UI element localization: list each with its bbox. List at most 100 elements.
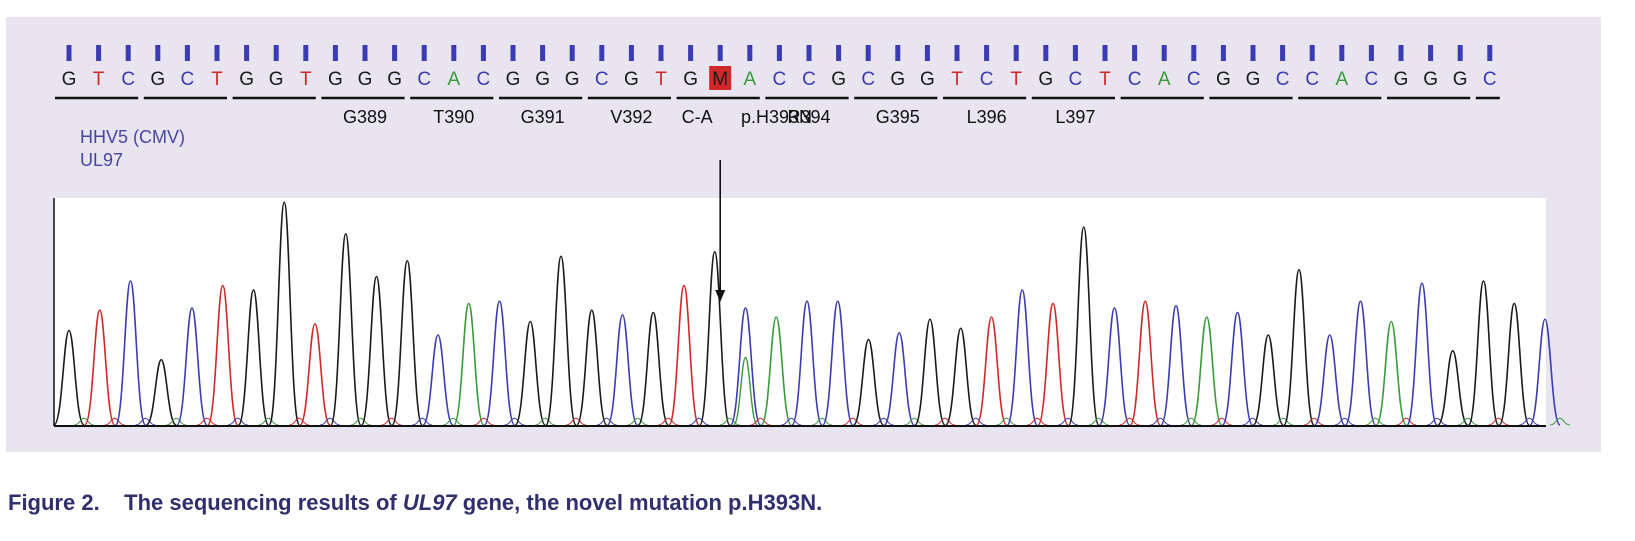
base-tick [1428, 45, 1434, 61]
trace-noise [412, 417, 433, 426]
base-tick [1161, 45, 1167, 61]
base-call: C [980, 69, 994, 90]
trace-peak [176, 307, 208, 426]
base-tick [895, 45, 901, 61]
base-call: C [121, 69, 135, 90]
base-call: C [861, 69, 875, 90]
base-tick [599, 45, 605, 61]
trace-peak [268, 201, 301, 426]
base-tick [1013, 45, 1019, 61]
trace-peak [668, 284, 700, 426]
mutation-arrow-head [715, 290, 726, 302]
base-call: T [211, 69, 223, 90]
codon-label: R394 [787, 107, 830, 127]
trace-noise [319, 417, 341, 426]
trace-peak [1529, 318, 1561, 426]
base-call: G [565, 69, 580, 90]
base-tick [806, 45, 812, 61]
base-call: C [1128, 69, 1142, 90]
trace-noise [1180, 417, 1202, 426]
trace-peak [852, 338, 885, 426]
base-call: A [743, 69, 756, 90]
base-tick [1102, 45, 1108, 61]
base-call: C [181, 69, 195, 90]
base-tick [1457, 45, 1463, 61]
caption-text-pre: The sequencing results of [124, 490, 397, 515]
trace-noise [1211, 417, 1232, 426]
base-call: G [683, 69, 698, 90]
base-tick [451, 45, 457, 61]
trace-peak [1313, 334, 1346, 426]
trace-peak [914, 318, 946, 426]
base-tick [717, 45, 723, 61]
trace-noise [1519, 417, 1540, 426]
trace-noise [934, 417, 956, 426]
trace-peak [1375, 320, 1408, 426]
gene-label-organism: HHV5 (CMV) [80, 127, 186, 147]
base-call: T [93, 69, 105, 90]
trace-noise [227, 417, 248, 426]
base-tick [1191, 45, 1197, 61]
trace-peak [1283, 268, 1315, 426]
gene-label: HHV5 (CMV) UL97 [80, 126, 185, 172]
trace-noise [442, 417, 464, 426]
trace-noise [1549, 417, 1571, 426]
base-call: T [655, 69, 667, 90]
base-tick [155, 45, 161, 61]
base-tick [125, 45, 131, 61]
base-call: G [1246, 69, 1261, 90]
trace-noise [1457, 417, 1478, 426]
trace-noise [719, 417, 740, 426]
base-call: T [1010, 69, 1022, 90]
chromatogram-plot-area [54, 198, 1546, 425]
mutation-protein-change: p.H393N [741, 107, 813, 127]
trace-peak [883, 331, 916, 426]
base-call: T [951, 69, 963, 90]
base-call: T [300, 69, 312, 90]
base-tick [776, 45, 782, 61]
base-tick [540, 45, 546, 61]
base-call: G [1394, 69, 1409, 90]
trace-noise [811, 417, 833, 426]
trace-noise [196, 417, 218, 426]
caption-figure-number: Figure 2. [8, 490, 100, 515]
trace-peak [1252, 334, 1285, 426]
trace-peak [1067, 226, 1100, 426]
trace-peak [791, 300, 823, 426]
trace-noise [535, 417, 556, 426]
trace-noise [904, 417, 925, 426]
trace-secondary-peak [732, 356, 759, 426]
trace-noise [1242, 417, 1263, 426]
base-call: G [328, 69, 343, 90]
base-tick [244, 45, 250, 61]
base-tick [66, 45, 72, 61]
base-tick [954, 45, 960, 61]
trace-noise [104, 417, 125, 426]
base-tick [273, 45, 279, 61]
base-tick [184, 45, 190, 61]
base-tick [836, 45, 842, 61]
trace-peak [237, 289, 270, 426]
figure-caption: Figure 2. The sequencing results of UL97… [8, 490, 822, 516]
base-tick [1339, 45, 1345, 61]
base-tick [984, 45, 990, 61]
trace-peak [975, 316, 1008, 426]
base-tick [214, 45, 220, 61]
trace-noise [1027, 417, 1048, 426]
trace-noise [965, 417, 986, 426]
base-call: C [1305, 69, 1319, 90]
base-tick [332, 45, 338, 61]
base-call: C [1187, 69, 1201, 90]
trace-peak [452, 302, 485, 426]
trace-peak [821, 300, 854, 426]
base-tick [510, 45, 516, 61]
base-call: G [920, 69, 935, 90]
trace-noise [289, 417, 310, 426]
base-call: G [62, 69, 77, 90]
trace-noise [781, 417, 802, 426]
trace-noise [565, 417, 587, 426]
trace-peak [1498, 302, 1531, 426]
base-tick [1132, 45, 1138, 61]
base-call: A [447, 69, 460, 90]
